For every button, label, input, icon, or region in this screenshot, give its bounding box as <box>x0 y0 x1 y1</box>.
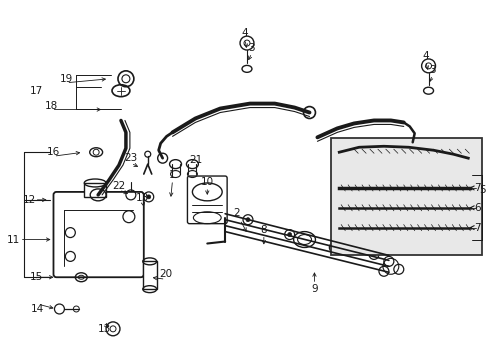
Circle shape <box>287 233 291 237</box>
Text: 10: 10 <box>200 177 213 187</box>
Text: 13: 13 <box>136 193 149 203</box>
Text: 1: 1 <box>169 170 176 180</box>
Text: 13: 13 <box>97 324 110 334</box>
Text: 3: 3 <box>248 43 255 53</box>
Text: 22: 22 <box>112 181 125 191</box>
FancyBboxPatch shape <box>187 176 226 224</box>
Circle shape <box>146 195 150 199</box>
Text: 9: 9 <box>310 284 317 294</box>
Text: 17: 17 <box>30 86 43 96</box>
Text: 8: 8 <box>260 225 266 235</box>
Circle shape <box>371 252 375 256</box>
Bar <box>142 261 156 289</box>
Bar <box>331 138 481 255</box>
FancyBboxPatch shape <box>53 192 143 277</box>
Text: 20: 20 <box>159 269 172 279</box>
Text: 21: 21 <box>188 155 202 165</box>
Text: 16: 16 <box>47 147 60 157</box>
Text: 4: 4 <box>422 51 428 61</box>
Text: 7: 7 <box>473 222 480 233</box>
Text: 15: 15 <box>30 272 43 282</box>
Circle shape <box>332 246 336 249</box>
Text: 12: 12 <box>23 195 36 205</box>
Text: 11: 11 <box>7 234 20 244</box>
Text: 18: 18 <box>45 100 58 111</box>
Circle shape <box>245 218 249 222</box>
Text: 19: 19 <box>60 74 73 84</box>
Text: 2: 2 <box>233 208 240 218</box>
Text: 4: 4 <box>241 28 248 38</box>
Text: 3: 3 <box>428 65 435 75</box>
Text: 6: 6 <box>473 203 480 213</box>
Text: 23: 23 <box>124 153 137 163</box>
Text: 7: 7 <box>473 183 480 193</box>
Bar <box>84 183 106 197</box>
Text: 5: 5 <box>478 185 485 195</box>
Text: 14: 14 <box>31 304 44 314</box>
